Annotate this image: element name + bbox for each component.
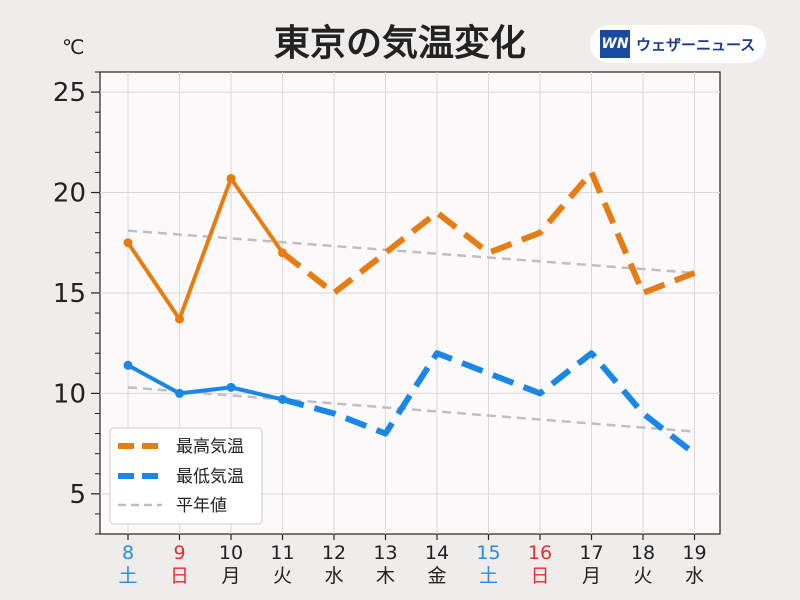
- x-tick-weekday: 木: [376, 565, 395, 587]
- legend-box: [109, 427, 263, 525]
- chart-title: 東京の気温変化: [273, 23, 526, 64]
- weathernews-logo: WN ウェザーニュース: [590, 25, 766, 63]
- y-tick-label: 5: [69, 480, 86, 510]
- x-tick-weekday: 火: [273, 565, 292, 587]
- low-temp-point: [226, 382, 236, 392]
- y-tick-label: 15: [53, 279, 86, 309]
- x-tick-weekday: 火: [633, 565, 652, 587]
- x-tick-date: 12: [322, 542, 346, 564]
- series-layer: [123, 169, 697, 457]
- x-tick-date: 8: [122, 542, 134, 564]
- low-temp-forecast-line: [281, 350, 697, 457]
- y-unit-label: ℃: [62, 35, 84, 59]
- legend-low-label: 最低気温: [176, 467, 244, 487]
- x-tick-weekday: 土: [118, 565, 137, 587]
- x-tick-weekday: 月: [221, 565, 240, 587]
- x-tick-weekday: 日: [170, 565, 189, 587]
- wn-logo-icon: WN: [600, 30, 630, 58]
- x-tick-date: 13: [373, 542, 397, 564]
- y-tick-label: 20: [53, 179, 86, 209]
- x-tick-date: 10: [219, 542, 243, 564]
- high-temp-point: [226, 173, 236, 183]
- x-tick-date: 14: [425, 542, 449, 564]
- normal-low-line: [127, 386, 695, 433]
- y-tick-label: 25: [53, 78, 86, 108]
- y-tick-label: 10: [53, 379, 86, 409]
- low-temp-point: [278, 394, 287, 404]
- x-tick-date: 11: [270, 542, 294, 564]
- high-temp-point: [123, 238, 133, 248]
- x-tick-date: 17: [579, 542, 603, 564]
- legend-normal-label: 平年値: [176, 496, 227, 516]
- x-tick-date: 15: [476, 542, 500, 564]
- x-tick-weekday: 水: [685, 565, 704, 587]
- x-tick-date: 16: [528, 542, 552, 564]
- high-temp-forecast-line: [280, 169, 696, 296]
- x-tick-weekday: 日: [530, 565, 549, 587]
- x-tick-weekday: 月: [582, 565, 601, 587]
- low-temp-point: [123, 360, 133, 370]
- y-axis: 5 10 15 20 25: [53, 71, 100, 535]
- legend-high-label: 最高気温: [176, 437, 244, 457]
- legend: 最高気温 最低気温 平年値: [109, 427, 263, 525]
- logo-text: ウェザーニュース: [636, 36, 756, 54]
- low-temp-point: [175, 388, 184, 398]
- high-temp-point: [175, 314, 184, 324]
- x-tick-date: 9: [173, 542, 185, 564]
- x-tick-date: 18: [631, 542, 655, 564]
- normal-high-line: [127, 229, 695, 275]
- x-tick-weekday: 水: [324, 565, 343, 587]
- x-tick-weekday: 金: [427, 565, 446, 587]
- x-tick-date: 19: [682, 542, 706, 564]
- high-temp-point: [278, 248, 287, 258]
- high-temp-observed-line: [126, 176, 285, 322]
- x-tick-weekday: 土: [479, 565, 498, 587]
- low-temp-observed-line: [127, 363, 283, 402]
